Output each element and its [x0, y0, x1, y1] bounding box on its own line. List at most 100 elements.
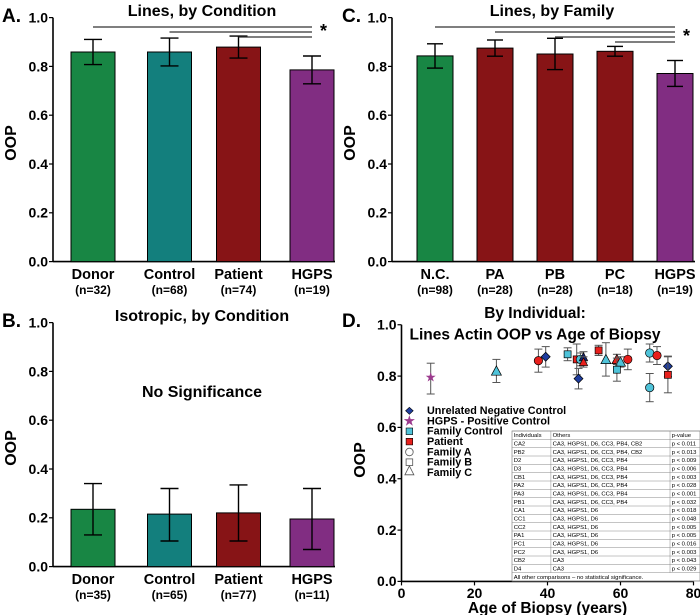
- svg-text:D.: D.: [342, 311, 361, 332]
- svg-text:(n=28): (n=28): [477, 283, 513, 297]
- svg-text:(n=28): (n=28): [537, 283, 573, 297]
- svg-text:1.0: 1.0: [29, 10, 49, 26]
- svg-text:D3: D3: [514, 467, 522, 473]
- svg-text:60: 60: [613, 585, 629, 601]
- svg-text:*: *: [683, 26, 690, 46]
- svg-text:(n=11): (n=11): [294, 588, 329, 602]
- svg-text:CA3, HGPS1, D6, CC3, PB4, CB2: CA3, HGPS1, D6, CC3, PB4, CB2: [553, 450, 643, 456]
- svg-text:p < 0.003: p < 0.003: [672, 550, 697, 556]
- svg-text:40: 40: [540, 585, 556, 601]
- svg-text:p < 0.048: p < 0.048: [672, 517, 697, 523]
- svg-text:Control: Control: [144, 267, 196, 283]
- svg-text:0.4: 0.4: [29, 156, 49, 172]
- svg-text:p < 0.016: p < 0.016: [672, 542, 697, 548]
- svg-text:D4: D4: [514, 567, 522, 573]
- svg-text:0.0: 0.0: [29, 559, 49, 575]
- svg-text:p-value: p-value: [672, 433, 692, 439]
- svg-text:p < 0.003: p < 0.003: [672, 475, 697, 481]
- svg-text:p < 0.028: p < 0.028: [672, 483, 697, 489]
- svg-text:Control: Control: [144, 572, 196, 588]
- svg-text:PA3: PA3: [514, 492, 525, 498]
- svg-text:No Significance: No Significance: [142, 384, 262, 401]
- svg-text:CB1: CB1: [514, 475, 525, 481]
- svg-text:PC1: PC1: [514, 542, 525, 548]
- svg-text:0.2: 0.2: [29, 510, 49, 526]
- svg-text:*: *: [320, 21, 327, 41]
- svg-text:20: 20: [467, 585, 483, 601]
- svg-text:B.: B.: [2, 311, 21, 332]
- svg-text:CA3: CA3: [553, 558, 565, 564]
- svg-text:Patient: Patient: [214, 267, 263, 283]
- svg-text:0.2: 0.2: [368, 205, 388, 221]
- svg-text:0.6: 0.6: [368, 107, 388, 123]
- svg-text:(n=68): (n=68): [152, 283, 188, 297]
- svg-text:CA3, HGPS1, D6: CA3, HGPS1, D6: [553, 517, 599, 523]
- svg-text:★: ★: [425, 370, 437, 385]
- svg-text:p < 0.018: p < 0.018: [672, 508, 697, 514]
- svg-text:OOP: OOP: [3, 430, 20, 466]
- svg-text:Individuals: Individuals: [514, 433, 542, 439]
- svg-text:By Individual:: By Individual:: [484, 305, 586, 322]
- svg-text:Patient: Patient: [214, 572, 263, 588]
- svg-text:PB1: PB1: [514, 500, 525, 506]
- svg-text:CA3, HGPS1, D6, CC3, PB4: CA3, HGPS1, D6, CC3, PB4: [553, 500, 629, 506]
- svg-text:80: 80: [686, 585, 700, 601]
- svg-text:p < 0.029: p < 0.029: [672, 567, 697, 573]
- svg-text:p < 0.006: p < 0.006: [672, 467, 697, 473]
- svg-text:CA3, HGPS1, D6, CC3, PB4: CA3, HGPS1, D6, CC3, PB4: [553, 483, 629, 489]
- svg-text:CC1: CC1: [514, 517, 526, 523]
- svg-text:(n=74): (n=74): [221, 283, 257, 297]
- svg-text:Lines Actin OOP vs Age of Biop: Lines Actin OOP vs Age of Biopsy: [410, 327, 661, 344]
- svg-text:p < 0.011: p < 0.011: [672, 442, 696, 448]
- svg-text:1.0: 1.0: [377, 317, 397, 333]
- svg-text:PB2: PB2: [514, 450, 525, 456]
- svg-text:0.4: 0.4: [377, 471, 397, 487]
- svg-text:CB2: CB2: [514, 558, 525, 564]
- svg-text:(n=77): (n=77): [221, 588, 257, 602]
- svg-text:CA3, HGPS1, D6, CC3, PB4: CA3, HGPS1, D6, CC3, PB4: [553, 458, 629, 464]
- svg-text:(n=18): (n=18): [597, 283, 633, 297]
- svg-text:0.8: 0.8: [29, 58, 49, 74]
- svg-text:p < 0.005: p < 0.005: [672, 525, 697, 531]
- svg-text:PB: PB: [545, 267, 565, 283]
- svg-text:Isotropic, by Condition: Isotropic, by Condition: [115, 308, 289, 325]
- svg-text:0.8: 0.8: [29, 363, 49, 379]
- svg-text:p < 0.032: p < 0.032: [672, 500, 697, 506]
- svg-text:CA2: CA2: [514, 442, 525, 448]
- svg-text:CA3, HGPS1, D6, CC3, PB4: CA3, HGPS1, D6, CC3, PB4: [553, 467, 629, 473]
- svg-text:Age of Biopsy (years): Age of Biopsy (years): [468, 600, 627, 615]
- svg-text:CA3: CA3: [553, 567, 565, 573]
- svg-text:CA3, HGPS1, D6: CA3, HGPS1, D6: [553, 508, 599, 514]
- svg-text:PA: PA: [485, 267, 505, 283]
- svg-text:C.: C.: [342, 6, 361, 27]
- svg-text:CA3, HGPS1, D6: CA3, HGPS1, D6: [553, 542, 599, 548]
- svg-text:0.4: 0.4: [368, 156, 388, 172]
- svg-text:HGPS: HGPS: [291, 267, 332, 283]
- svg-text:OOP: OOP: [342, 125, 359, 161]
- svg-text:Lines, by Condition: Lines, by Condition: [128, 3, 276, 20]
- svg-text:0.6: 0.6: [377, 419, 397, 435]
- svg-text:PC2: PC2: [514, 550, 525, 556]
- svg-text:0.2: 0.2: [377, 522, 397, 538]
- svg-text:Others: Others: [553, 433, 571, 439]
- svg-text:A.: A.: [2, 6, 21, 27]
- svg-text:CA1: CA1: [514, 508, 525, 514]
- svg-text:(n=65): (n=65): [152, 588, 188, 602]
- svg-text:0.2: 0.2: [29, 205, 49, 221]
- svg-text:CC2: CC2: [514, 525, 526, 531]
- svg-text:CA3, HGPS1, D6: CA3, HGPS1, D6: [553, 533, 599, 539]
- svg-text:PC: PC: [605, 267, 626, 283]
- svg-text:Donor: Donor: [72, 572, 115, 588]
- svg-text:p < 0.005: p < 0.005: [672, 533, 697, 539]
- svg-text:HGPS: HGPS: [654, 267, 695, 283]
- svg-text:PA2: PA2: [514, 483, 525, 489]
- svg-text:CA3, HGPS1, D6, CC3, PB4: CA3, HGPS1, D6, CC3, PB4: [553, 475, 629, 481]
- svg-text:0.0: 0.0: [368, 254, 388, 270]
- svg-text:HGPS: HGPS: [291, 572, 332, 588]
- svg-text:D2: D2: [514, 458, 522, 464]
- svg-text:CA3, HGPS1, D6, CC3, PB4, CB2: CA3, HGPS1, D6, CC3, PB4, CB2: [553, 442, 643, 448]
- svg-text:p < 0.043: p < 0.043: [672, 558, 697, 564]
- svg-text:p < 0.013: p < 0.013: [672, 450, 697, 456]
- svg-text:p < 0.001: p < 0.001: [672, 492, 697, 498]
- svg-text:Donor: Donor: [72, 267, 115, 283]
